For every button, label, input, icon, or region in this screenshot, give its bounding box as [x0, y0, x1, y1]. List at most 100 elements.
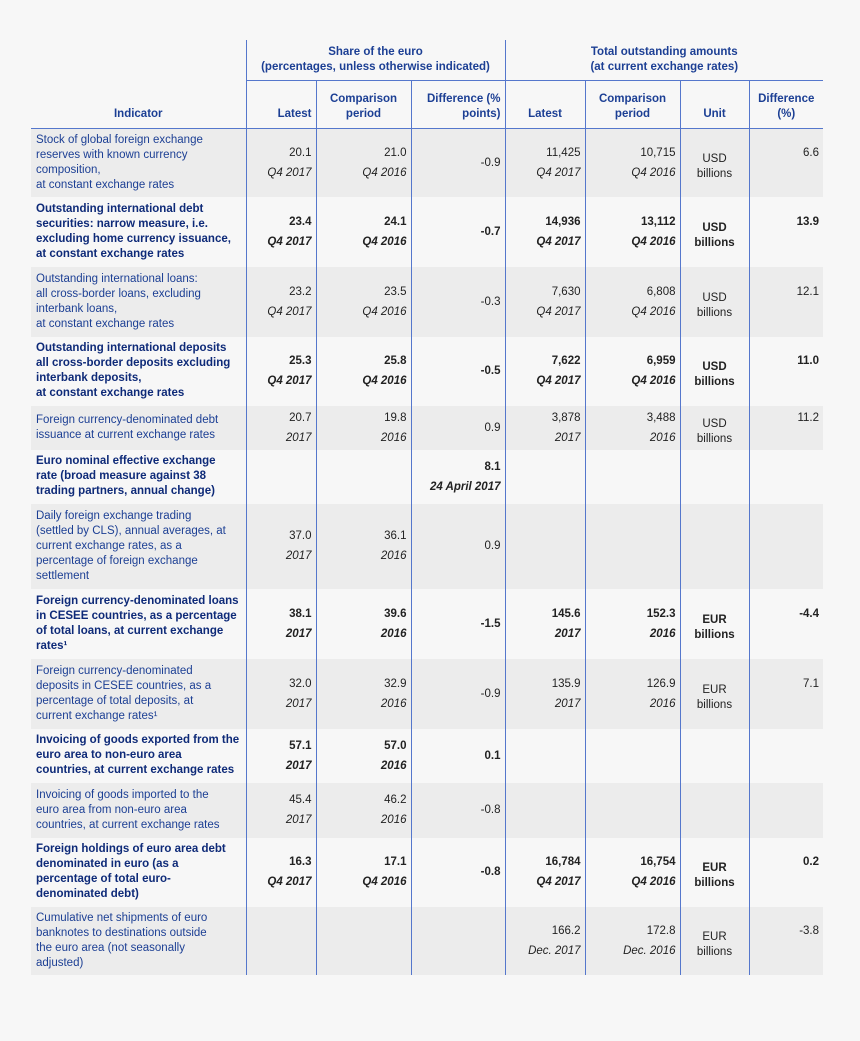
period: 2016 — [380, 759, 407, 772]
unit-cell — [679, 503, 749, 589]
indicator-line: euro area to non-euro area — [36, 749, 182, 761]
period: 2017 — [554, 697, 581, 710]
period: Q4 2016 — [362, 375, 407, 387]
period: 2017 — [285, 431, 312, 444]
period: Q4 2017 — [536, 876, 581, 888]
indicator-cell: Foreign holdings of euro area debt denomi… — [31, 838, 246, 907]
unit-cell: USD billions — [679, 336, 749, 406]
period: Q4 2017 — [267, 876, 312, 888]
value: -0.3 — [480, 295, 501, 308]
diff-pp-cell: -0.8 — [410, 782, 505, 838]
table-row: Outstanding international debt securities… — [31, 196, 824, 267]
indicator-cell: Invoicing of goods imported to the euro a… — [31, 782, 246, 838]
period: Q4 2016 — [362, 235, 407, 248]
value: 32.9 — [384, 677, 407, 690]
diff-pp-cell: -0.9 — [410, 128, 505, 197]
col-diff-pp: Difference (% points) — [410, 80, 505, 129]
table-row: Foreign holdings of euro area debt denomi… — [31, 837, 824, 907]
indicator-line: all cross-border loans, excluding — [36, 287, 201, 300]
indicator-line: Stock of global foreign exchange — [36, 133, 203, 146]
indicator-line: composition, — [36, 163, 101, 176]
period: 2016 — [380, 814, 407, 826]
indicator-line: countries, at current exchange rates — [36, 764, 235, 776]
t-comparison-cell — [584, 782, 680, 838]
period: 2017 — [554, 627, 581, 640]
latest-cell: 16.3 Q4 2017 — [245, 837, 316, 907]
indicator-line: denominated debt) — [36, 888, 139, 900]
value: 11,425 — [546, 146, 581, 159]
indicator-line: Cumulative net shipments of euro — [36, 911, 208, 924]
value: 32.0 — [289, 677, 312, 690]
diff-pp-cell: -0.9 — [410, 658, 505, 729]
indicator-line: deposits in CESEE countries, as a — [36, 679, 212, 692]
comparison-cell: 39.6 2016 — [315, 588, 411, 659]
col-diff-pct: Difference (%) — [748, 80, 824, 129]
indicator-line: reserves with known currency — [36, 148, 188, 161]
value: 8.1 — [484, 460, 501, 473]
value: 6,808 — [646, 285, 676, 298]
t-latest-cell: 11,425 Q4 2017 — [504, 128, 585, 197]
period: 2017 — [285, 550, 312, 562]
latest-cell: 25.3 Q4 2017 — [245, 336, 316, 406]
t-latest-cell — [504, 503, 585, 589]
table-body: Stock of global foreign exchange reserves… — [31, 128, 824, 975]
t-comparison-cell: 16,754 Q4 2016 — [584, 837, 680, 907]
group-subtitle: (percentages, unless otherwise indicated… — [261, 61, 490, 73]
indicator-line: Foreign currency-denominated loans — [36, 594, 239, 607]
diff-pct-cell: 6.6 — [748, 128, 824, 197]
value: 23.5 — [384, 285, 407, 298]
diff-pct-cell: 11.2 — [748, 405, 824, 450]
value: 20.7 — [289, 411, 312, 424]
diff-pp-cell: 8.1 24 April 2017 — [410, 449, 505, 504]
diff-pp-cell: -0.8 — [410, 837, 505, 907]
indicator-line: Foreign holdings of euro area debt — [36, 843, 226, 855]
diff-pct-cell: 0.2 — [748, 837, 824, 907]
value: -0.7 — [480, 225, 501, 238]
value: 16,754 — [640, 856, 676, 868]
value: 0.9 — [484, 421, 501, 434]
period: Q4 2017 — [536, 305, 581, 318]
total-outstanding-group-header: Total outstanding amounts (at current ex… — [504, 40, 824, 81]
value: 37.0 — [289, 530, 312, 542]
comparison-cell: 24.1 Q4 2016 — [315, 196, 411, 267]
indicator-cell: Invoicing of goods exported from the euro… — [31, 729, 246, 783]
group-title: Total outstanding amounts — [590, 46, 738, 58]
t-latest-cell: 145.6 2017 — [504, 588, 585, 659]
period: 2016 — [380, 697, 407, 710]
col-comparison: Comparison period — [315, 80, 411, 129]
t-comparison-cell — [584, 728, 680, 783]
period: 24 April 2017 — [429, 480, 501, 493]
diff-pct-cell: -3.8 — [748, 906, 824, 975]
diff-pct-cell: 7.1 — [748, 658, 824, 729]
value: 57.1 — [289, 739, 312, 752]
value: 13,112 — [640, 215, 676, 228]
diff-pp-cell: -0.5 — [410, 336, 505, 406]
diff-pp-cell: -0.7 — [410, 196, 505, 267]
col-total-comparison: Comparison period — [584, 80, 680, 129]
latest-cell: 57.1 2017 — [245, 728, 316, 783]
table-row: Outstanding international deposits all cr… — [31, 336, 824, 406]
group-title: Share of the euro — [328, 46, 423, 58]
indicator-cell: Outstanding international deposits all cr… — [31, 337, 246, 406]
table-row: Outstanding international loans: all cros… — [31, 266, 824, 337]
indicator-line: in CESEE countries, as a percentage — [36, 609, 237, 622]
value: 23.2 — [289, 285, 312, 298]
unit-cell: USD billions — [679, 266, 749, 337]
indicator-line: at constant exchange rates — [36, 317, 175, 330]
value: 46.2 — [384, 794, 407, 806]
t-latest-cell: 166.2 Dec. 2017 — [504, 906, 585, 975]
indicator-line: Outstanding international debt — [36, 202, 204, 215]
unit-cell — [679, 449, 749, 504]
indicator-cell: Foreign currency-denominated loans in CES… — [31, 589, 246, 659]
diff-pct-cell: 13.9 — [748, 196, 824, 267]
col-latest: Latest — [245, 80, 316, 129]
period: Q4 2016 — [631, 876, 676, 888]
value: 39.6 — [384, 607, 407, 620]
comparison-cell: 23.5 Q4 2016 — [315, 266, 411, 337]
indicator-line: settlement — [36, 569, 90, 582]
latest-cell — [245, 449, 316, 504]
indicator-line: percentage of total euro- — [36, 873, 171, 885]
indicator-cell: Foreign currency-denominated debt issuanc… — [31, 405, 246, 450]
table-row: Foreign currency-denominated debt issuanc… — [31, 405, 824, 450]
value: 126.9 — [646, 677, 676, 690]
